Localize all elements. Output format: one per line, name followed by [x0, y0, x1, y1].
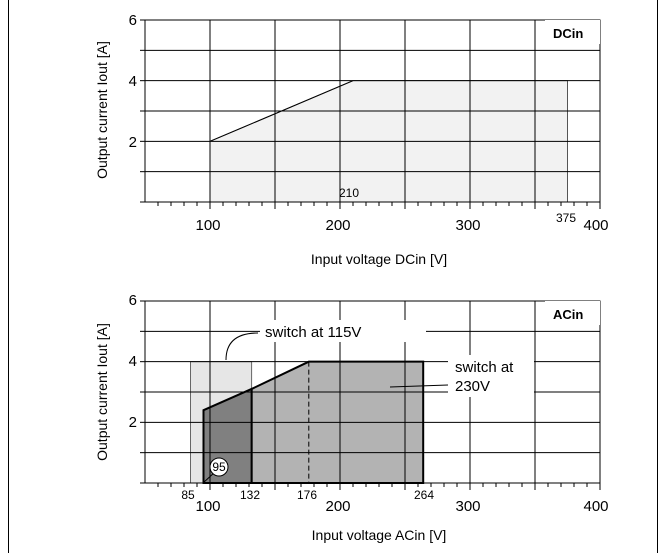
- dcin-ytick-2: 2: [129, 134, 137, 151]
- acin-point-176: 176: [297, 488, 317, 502]
- acin-ytick-4: 4: [129, 353, 137, 370]
- dcin-legend-box: [545, 20, 600, 44]
- acin-xlabel: Input voltage ACin [V]: [312, 527, 447, 543]
- acin-ylabel: Output current Iout [A]: [94, 323, 110, 461]
- dcin-ytick-4: 4: [129, 73, 137, 90]
- dcin-ytick-6: 6: [129, 12, 137, 29]
- dcin-xtick-400: 400: [583, 217, 608, 234]
- acin-annot-230-leader: [389, 384, 449, 388]
- dcin-xtick-200: 200: [325, 217, 350, 234]
- acin-annot-switch-230-line1: switch at: [455, 359, 514, 376]
- dcin-legend: DCin: [553, 26, 583, 41]
- acin-annot-switch-230-line2: 230V: [455, 378, 490, 395]
- acin-point-132: 132: [240, 488, 260, 502]
- acin-xtick-200: 200: [325, 498, 350, 515]
- chart-dcin: DCin 6 4 2 100 200 300 400 210 375 Input…: [94, 12, 609, 267]
- dcin-ylabel: Output current Iout [A]: [94, 41, 110, 179]
- acin-95-badge: [209, 457, 229, 477]
- acin-ytick-6: 6: [129, 292, 137, 309]
- acin-annot-230-bg: [448, 355, 534, 397]
- acin-point-85: 85: [181, 488, 195, 502]
- acin-legend-box: [545, 301, 600, 325]
- acin-annot-switch-115: switch at 115V: [265, 324, 361, 341]
- acin-ytick-2: 2: [129, 414, 137, 431]
- dcin-xtick-300: 300: [455, 217, 480, 234]
- dcin-annotation-375: 375: [556, 211, 576, 225]
- acin-minor-ticks: [140, 300, 601, 490]
- acin-annotation-95: 95: [212, 460, 226, 474]
- acin-annot-115-leader: [225, 332, 259, 361]
- figure-frame: [8, 0, 658, 553]
- acin-xtick-400: 400: [583, 498, 608, 515]
- acin-legend: ACin: [553, 307, 583, 322]
- acin-annot-115-bg: [260, 320, 426, 342]
- chart-acin: ACin switch at 115V switch at 230V 95 6 …: [94, 292, 609, 543]
- dcin-minor-ticks: [140, 19, 601, 209]
- acin-xtick-100: 100: [195, 498, 220, 515]
- dcin-xtick-100: 100: [195, 217, 220, 234]
- dcin-grid: [145, 20, 601, 202]
- acin-point-264: 264: [414, 488, 434, 502]
- dcin-xlabel: Input voltage DCin [V]: [311, 251, 447, 267]
- dcin-annotation-210: 210: [339, 186, 359, 200]
- acin-xtick-300: 300: [455, 498, 480, 515]
